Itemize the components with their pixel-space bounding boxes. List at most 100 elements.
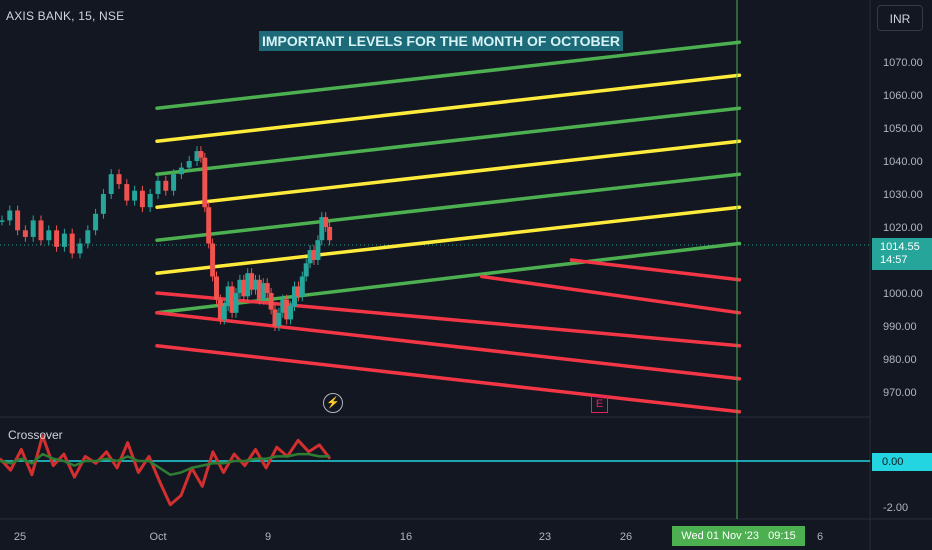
candle bbox=[171, 174, 177, 191]
candle bbox=[100, 194, 106, 214]
candle bbox=[233, 293, 239, 313]
candle bbox=[229, 286, 235, 313]
price-tick-label: 970.00 bbox=[883, 387, 917, 399]
red-level-line bbox=[569, 258, 742, 282]
candle bbox=[69, 233, 75, 254]
time-axis[interactable]: 25 Oct 9 16 23 26 6 bbox=[14, 531, 823, 543]
candle bbox=[327, 227, 333, 241]
green-level-line bbox=[155, 172, 742, 242]
earnings-icon[interactable]: E bbox=[591, 396, 608, 413]
yellow-level-line bbox=[155, 73, 742, 143]
candle bbox=[147, 194, 153, 208]
candle bbox=[46, 230, 52, 241]
price-tick-label: 980.00 bbox=[883, 354, 917, 366]
candle bbox=[311, 250, 317, 260]
candle bbox=[303, 263, 309, 277]
annotation-title: IMPORTANT LEVELS FOR THE MONTH OF OCTOBE… bbox=[259, 31, 624, 51]
yellow-level-line bbox=[155, 205, 742, 275]
candle bbox=[323, 217, 329, 227]
price-tick-label: 1060.00 bbox=[883, 90, 923, 102]
candle bbox=[139, 190, 145, 208]
oscillator-tick-label: -2.00 bbox=[883, 502, 908, 514]
candle bbox=[116, 174, 122, 185]
price-tick-label: 990.00 bbox=[883, 321, 917, 333]
green-oscillator-line bbox=[0, 452, 330, 477]
candle bbox=[38, 220, 44, 241]
oscillator-pane bbox=[0, 434, 870, 507]
candle bbox=[295, 286, 301, 297]
candle bbox=[30, 220, 36, 237]
candle bbox=[221, 306, 227, 320]
candle bbox=[178, 167, 184, 175]
bar-countdown: 14:57 bbox=[880, 254, 908, 266]
time-tick-label: 23 bbox=[539, 531, 551, 543]
candle bbox=[292, 286, 297, 307]
time-tick-label: 9 bbox=[265, 531, 271, 543]
candle bbox=[163, 180, 169, 191]
candle bbox=[249, 273, 255, 290]
candle bbox=[210, 243, 216, 277]
candle bbox=[7, 210, 13, 221]
candle bbox=[245, 273, 251, 297]
candle bbox=[198, 151, 204, 158]
candle bbox=[0, 220, 5, 222]
red-level-line bbox=[480, 274, 742, 315]
price-tick-label: 1000.00 bbox=[883, 288, 923, 300]
price-tick-label: 1070.00 bbox=[883, 57, 923, 69]
candle bbox=[253, 279, 258, 290]
red-oscillator-line bbox=[0, 434, 332, 507]
candle bbox=[299, 276, 305, 297]
candle bbox=[225, 286, 231, 307]
yellow-level-line bbox=[155, 139, 742, 209]
candle bbox=[15, 210, 21, 231]
time-tick-label: 25 bbox=[14, 531, 26, 543]
candle bbox=[85, 230, 91, 244]
price-tick-label: 1050.00 bbox=[883, 123, 923, 135]
candle bbox=[194, 151, 200, 161]
candle bbox=[268, 293, 274, 310]
time-tick-label: 16 bbox=[400, 531, 412, 543]
candle bbox=[307, 250, 313, 264]
red-level-line bbox=[155, 291, 742, 348]
candle bbox=[284, 299, 290, 320]
symbol-title[interactable]: AXIS BANK, 15, NSE bbox=[6, 9, 125, 23]
candle bbox=[206, 207, 212, 244]
time-tick-label: 26 bbox=[620, 531, 632, 543]
candle bbox=[61, 233, 67, 247]
candle bbox=[217, 299, 223, 320]
price-tick-label: 1030.00 bbox=[883, 189, 923, 201]
candle bbox=[124, 184, 130, 201]
candle bbox=[186, 161, 192, 168]
candle bbox=[319, 217, 325, 241]
candle bbox=[315, 240, 321, 260]
oscillator-name[interactable]: Crossover bbox=[8, 428, 63, 442]
candle bbox=[280, 299, 286, 313]
candle bbox=[132, 190, 138, 201]
last-price-value: 1014.55 bbox=[880, 241, 920, 253]
candle bbox=[93, 213, 99, 231]
candle bbox=[108, 174, 114, 194]
green-level-line bbox=[155, 40, 742, 110]
candle bbox=[241, 279, 247, 297]
lightning-icon[interactable]: ⚡ bbox=[323, 393, 343, 413]
candle bbox=[288, 306, 294, 320]
green-level-line bbox=[155, 106, 742, 176]
red-level-line bbox=[155, 344, 742, 414]
price-tick-label: 1040.00 bbox=[883, 156, 923, 168]
candle bbox=[276, 312, 282, 326]
candle bbox=[77, 243, 83, 254]
cursor-date-tag: Wed 01 Nov '23 09:15 bbox=[672, 526, 805, 546]
candle bbox=[214, 276, 219, 300]
oscillator-value-tag: 0.00 bbox=[872, 453, 932, 471]
candle bbox=[256, 279, 262, 300]
candle bbox=[272, 309, 278, 326]
time-tick-label: 6 bbox=[817, 531, 823, 543]
time-tick-label: Oct bbox=[149, 531, 166, 543]
last-price-tag: 1014.55 14:57 bbox=[872, 238, 932, 270]
red-level-line bbox=[155, 311, 742, 381]
candle bbox=[54, 230, 60, 247]
candle bbox=[155, 180, 161, 194]
price-axis[interactable]: 1070.00 1060.00 1050.00 1040.00 1030.00 1020.… bbox=[883, 57, 923, 514]
currency-button[interactable]: INR bbox=[877, 5, 923, 31]
